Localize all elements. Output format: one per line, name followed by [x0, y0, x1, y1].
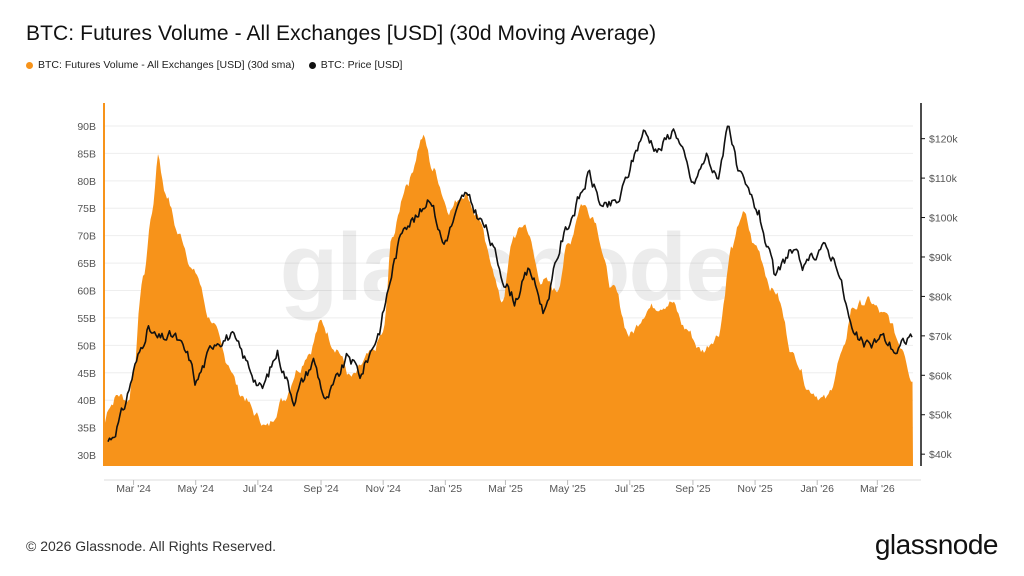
- legend-label-price: BTC: Price [USD]: [320, 59, 403, 71]
- y-left-tick-label-9: 75B: [77, 203, 96, 215]
- y-left-tick-label-8: 70B: [77, 231, 96, 243]
- brand-logo: glassnode: [874, 529, 999, 560]
- y-right-tick-label-8: $120k: [929, 134, 958, 146]
- y-left-tick-label-12: 90B: [77, 121, 96, 133]
- x-tick-label-2: Jul '24: [243, 483, 273, 495]
- series-area-futures-volume: [104, 134, 913, 466]
- x-tick-label-6: Mar '25: [488, 483, 523, 495]
- x-tick-label-10: Nov '25: [737, 483, 772, 495]
- x-tick-label-1: May '24: [177, 483, 214, 495]
- y-right-tick-label-7: $110k: [929, 173, 958, 185]
- legend-dot-price: [308, 61, 316, 69]
- legend-label-futures-volume: BTC: Futures Volume - All Exchanges [USD…: [38, 59, 295, 71]
- y-right-tick-label-1: $50k: [929, 410, 953, 422]
- y-left-tick-label-5: 55B: [77, 313, 96, 325]
- y-left-tick-label-1: 35B: [77, 423, 96, 435]
- chart-legend: BTC: Futures Volume - All Exchanges [USD…: [26, 59, 402, 71]
- x-tick-label-8: Jul '25: [615, 483, 645, 495]
- y-right-tick-label-3: $70k: [929, 331, 953, 343]
- x-tick-label-3: Sep '24: [303, 483, 338, 495]
- chart-title: BTC: Futures Volume - All Exchanges [USD…: [26, 22, 657, 45]
- x-tick-label-7: May '25: [549, 483, 586, 495]
- y-left-tick-label-11: 85B: [77, 148, 96, 160]
- y-right-tick-label-5: $90k: [929, 252, 953, 264]
- legend-item-futures-volume[interactable]: BTC: Futures Volume - All Exchanges [USD…: [26, 59, 295, 71]
- y-right-tick-label-4: $80k: [929, 291, 953, 303]
- y-right-tick-label-2: $60k: [929, 370, 953, 382]
- y-right-tick-label-0: $40k: [929, 449, 953, 461]
- series-line-price: [107, 125, 913, 443]
- y-left-tick-label-3: 45B: [77, 368, 96, 380]
- y-left-tick-label-2: 40B: [77, 395, 96, 407]
- x-tick-label-0: Mar '24: [116, 483, 151, 495]
- y-right-tick-label-6: $100k: [929, 213, 958, 225]
- x-tick-label-12: Mar '26: [860, 483, 895, 495]
- x-tick-label-11: Jan '26: [800, 483, 834, 495]
- y-left-tick-label-7: 65B: [77, 258, 96, 270]
- copyright-notice: © 2026 Glassnode. All Rights Reserved.: [26, 538, 277, 554]
- legend-item-price[interactable]: BTC: Price [USD]: [308, 59, 403, 71]
- y-left-tick-label-4: 50B: [77, 340, 96, 352]
- y-left-tick-label-6: 60B: [77, 286, 96, 298]
- x-tick-label-4: Nov '24: [366, 483, 401, 495]
- x-tick-label-9: Sep '25: [675, 483, 710, 495]
- y-left-tick-label-10: 80B: [77, 176, 96, 188]
- legend-dot-futures-volume: [26, 61, 33, 69]
- x-tick-label-5: Jan '25: [429, 483, 463, 495]
- y-left-tick-label-0: 30B: [77, 450, 96, 462]
